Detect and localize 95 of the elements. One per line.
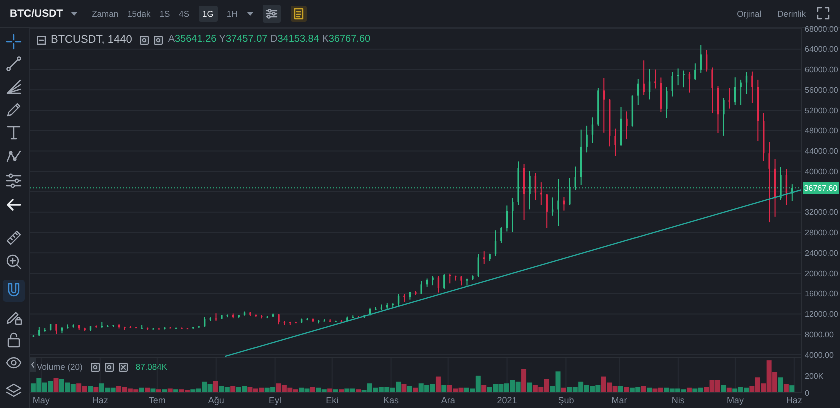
- candlestick: [672, 72, 674, 98]
- candlestick: [768, 142, 770, 224]
- x-tick-label: Haz: [92, 395, 109, 406]
- bar: [94, 387, 99, 393]
- candlestick: [432, 276, 434, 286]
- candlestick: [666, 86, 668, 119]
- annotation: A35641.26 Y37457.07 D34153.84 K36767.60: [168, 34, 371, 45]
- bar: [641, 386, 646, 393]
- candlestick: [654, 69, 656, 90]
- x-tick-label: May: [32, 395, 50, 406]
- bar: [522, 369, 527, 393]
- text: Volume (20): [37, 361, 83, 373]
- candlestick: [614, 128, 616, 157]
- bar: [150, 388, 156, 393]
- bar: [618, 386, 624, 393]
- candlestick: [540, 182, 542, 206]
- candlestick: [626, 111, 628, 140]
- y-tick-label: 12000.00: [805, 310, 839, 320]
- text: BTC/USDT: [10, 8, 64, 20]
- ref-line-label: 36767.60: [804, 184, 838, 193]
- bar: [407, 386, 412, 393]
- x-tick-label: 2021: [497, 395, 518, 406]
- candlestick: [752, 71, 754, 104]
- bar: [442, 385, 447, 393]
- candlestick: [740, 79, 742, 106]
- x-tick-label: Haz: [786, 395, 803, 406]
- candlestick: [438, 276, 440, 294]
- y-tick-label: 8000.00: [805, 330, 834, 340]
- candlestick: [444, 274, 446, 290]
- text: 1G: [198, 6, 218, 22]
- text: 1S: [160, 8, 170, 20]
- candlestick: [586, 125, 588, 154]
- bar: [328, 388, 333, 393]
- y-tick-label: 200K: [805, 372, 824, 381]
- candlestick: [643, 60, 645, 96]
- y-tick-label: 40000.00: [805, 167, 839, 176]
- y-tick-label: 32000.00: [805, 208, 839, 218]
- text: 4S: [179, 8, 190, 20]
- text: BTCUSDT, 1440: [51, 34, 132, 46]
- bar: [624, 387, 630, 393]
- candlestick: [728, 88, 731, 110]
- text: Zaman: [92, 8, 119, 20]
- candlestick: [694, 63, 696, 81]
- text: 15dak: [128, 8, 151, 20]
- bar: [790, 386, 795, 393]
- candlestick: [512, 198, 514, 233]
- bar: [721, 385, 726, 393]
- annotation: 87.084K: [136, 361, 168, 373]
- candlestick: [56, 324, 58, 335]
- bar: [310, 387, 316, 393]
- y-tick-label: 4000.00: [805, 350, 834, 360]
- x-tick-label: Eki: [326, 395, 339, 406]
- y-tick-label: 52000.00: [805, 106, 839, 116]
- x-tick-label: Eyl: [269, 395, 282, 406]
- x-tick-label: Şub: [558, 395, 574, 406]
- y-tick-label: 24000.00: [805, 248, 839, 258]
- bar: [436, 376, 441, 393]
- y-tick-label: 64000.00: [805, 45, 839, 54]
- y-tick-label: 44000.00: [805, 147, 839, 156]
- candlestick: [484, 251, 486, 265]
- candlestick: [683, 70, 685, 88]
- y-tick-label: 20000.00: [805, 269, 839, 278]
- bar: [402, 384, 407, 393]
- bar: [168, 388, 173, 393]
- y-tick-label: 48000.00: [805, 126, 839, 136]
- text: Orjinal: [737, 8, 762, 20]
- bar: [230, 386, 236, 393]
- candlestick: [712, 67, 714, 114]
- y-tick-label: 60000.00: [805, 66, 839, 75]
- candlestick: [449, 273, 451, 284]
- bar: [527, 382, 532, 393]
- y-tick-label: 68000.00: [805, 24, 839, 34]
- y-tick-label: 0: [805, 388, 810, 398]
- y-tick-label: 56000.00: [805, 86, 839, 95]
- x-tick-label: May: [726, 395, 744, 406]
- y-tick-label: 28000.00: [805, 228, 839, 238]
- x-tick-label: Ağu: [208, 395, 224, 406]
- bar: [88, 386, 93, 393]
- x-tick-label: Tem: [148, 395, 166, 406]
- candlestick: [706, 50, 708, 72]
- x-tick-label: Ara: [441, 395, 456, 406]
- text: 1H: [226, 8, 238, 20]
- candlestick: [723, 98, 725, 136]
- x-tick-label: Kas: [384, 395, 400, 406]
- bar: [482, 385, 487, 393]
- bar: [778, 378, 784, 393]
- bar: [784, 384, 789, 393]
- bar: [213, 381, 218, 393]
- x-tick-label: Nis: [672, 395, 686, 406]
- bar: [54, 378, 59, 393]
- candlestick: [500, 227, 502, 244]
- candlestick: [603, 78, 606, 134]
- text: Derinlik: [778, 8, 806, 20]
- y-tick-label: 16000.00: [805, 290, 839, 299]
- x-tick-label: Mar: [612, 395, 628, 406]
